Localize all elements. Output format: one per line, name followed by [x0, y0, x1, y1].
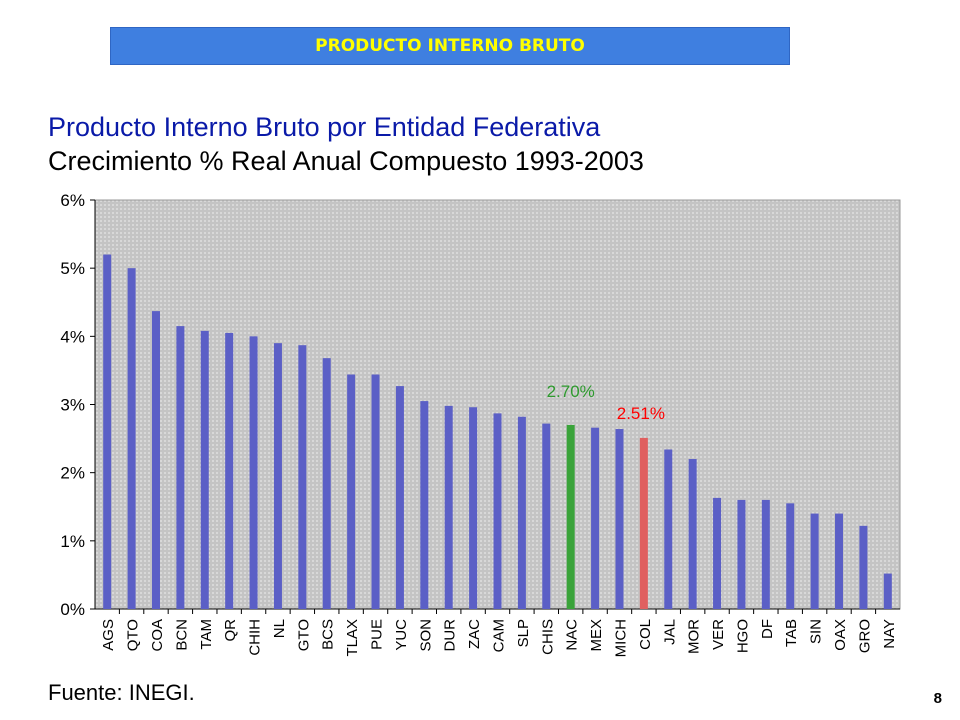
bar-oax — [835, 513, 844, 609]
bar-nl — [273, 343, 282, 609]
x-tick-label: TLAX — [344, 619, 361, 657]
y-tick-label: 2% — [60, 464, 85, 483]
x-tick-label: QR — [222, 619, 239, 642]
bar-bcs — [322, 358, 331, 609]
y-tick-label: 1% — [60, 532, 85, 551]
x-tick-label: QTO — [125, 619, 142, 651]
bar-nac — [566, 424, 575, 609]
bar-dur — [444, 405, 453, 609]
x-tick-label: TAM — [198, 619, 215, 650]
x-tick-label: ZAC — [466, 619, 483, 649]
x-tick-label: GRO — [856, 619, 873, 653]
y-tick-label: 6% — [60, 191, 85, 210]
bar-coa — [151, 311, 160, 609]
bar-gto — [298, 345, 307, 609]
x-tick-label: CHIH — [247, 619, 264, 656]
bar-df — [761, 499, 770, 609]
bar-col — [639, 437, 648, 609]
x-tick-label: NAC — [564, 619, 581, 651]
x-tick-label: AGS — [100, 619, 117, 651]
x-tick-label: MOR — [686, 619, 703, 654]
x-tick-label: TAB — [783, 619, 800, 647]
x-tick-label: DF — [759, 619, 776, 639]
bar-zac — [469, 407, 478, 609]
bar-bcn — [176, 326, 185, 609]
x-tick-label: BCN — [173, 619, 190, 651]
x-tick-label: VER — [710, 619, 727, 650]
bar-chis — [542, 423, 551, 609]
chart-title: Producto Interno Bruto por Entidad Feder… — [48, 112, 601, 142]
bar-mich — [615, 429, 624, 609]
x-tick-label: NAY — [881, 619, 898, 649]
data-label-nac: 2.70% — [547, 382, 595, 401]
data-label-col: 2.51% — [617, 404, 665, 423]
bar-chih — [249, 336, 258, 609]
x-tick-label: MEX — [588, 619, 605, 652]
bar-ver — [713, 497, 722, 609]
bar-yuc — [395, 386, 404, 609]
bar-jal — [664, 449, 673, 609]
bar-qr — [225, 332, 234, 609]
bar-mex — [591, 427, 600, 609]
bar-mor — [688, 459, 697, 609]
x-tick-label: COL — [637, 619, 654, 650]
bar-slp — [517, 416, 526, 609]
x-tick-label: COA — [149, 619, 166, 652]
bar-sin — [810, 513, 819, 609]
bar-cam — [493, 413, 502, 609]
x-tick-label: OAX — [832, 619, 849, 651]
x-tick-label: SLP — [515, 619, 532, 647]
y-tick-label: 0% — [60, 600, 85, 619]
bar-gro — [859, 525, 868, 609]
banner-title: PRODUCTO INTERNO BRUTO — [315, 36, 585, 56]
y-tick-label: 3% — [60, 396, 85, 415]
bar-hgo — [737, 499, 746, 609]
x-tick-label: CAM — [491, 619, 508, 652]
x-tick-label: BCS — [320, 619, 337, 650]
x-tick-label: HGO — [734, 619, 751, 653]
bar-tam — [200, 330, 209, 609]
bar-tab — [786, 503, 795, 609]
bar-son — [420, 401, 429, 609]
header-banner: PRODUCTO INTERNO BRUTO — [110, 27, 790, 65]
bar-ags — [103, 254, 112, 610]
y-tick-label: 5% — [60, 259, 85, 278]
x-tick-label: JAL — [661, 619, 678, 645]
bar-qto — [127, 268, 136, 609]
x-tick-label: SON — [417, 619, 434, 652]
source-note: Fuente: INEGI. — [48, 680, 195, 705]
bar-tlax — [347, 374, 356, 609]
x-tick-label: NL — [271, 619, 288, 638]
x-tick-label: PUE — [369, 619, 386, 650]
bar-pue — [371, 374, 380, 609]
x-tick-label: YUC — [393, 619, 410, 651]
chart-subtitle: Crecimiento % Real Anual Compuesto 1993-… — [48, 146, 644, 176]
x-tick-label: CHIS — [539, 619, 556, 655]
x-tick-label: MICH — [612, 619, 629, 657]
x-tick-label: GTO — [295, 619, 312, 651]
page-number: 8 — [933, 690, 942, 707]
x-tick-label: SIN — [808, 619, 825, 644]
y-tick-label: 4% — [60, 327, 85, 346]
bar-nay — [883, 573, 892, 609]
x-tick-label: DUR — [442, 619, 459, 652]
